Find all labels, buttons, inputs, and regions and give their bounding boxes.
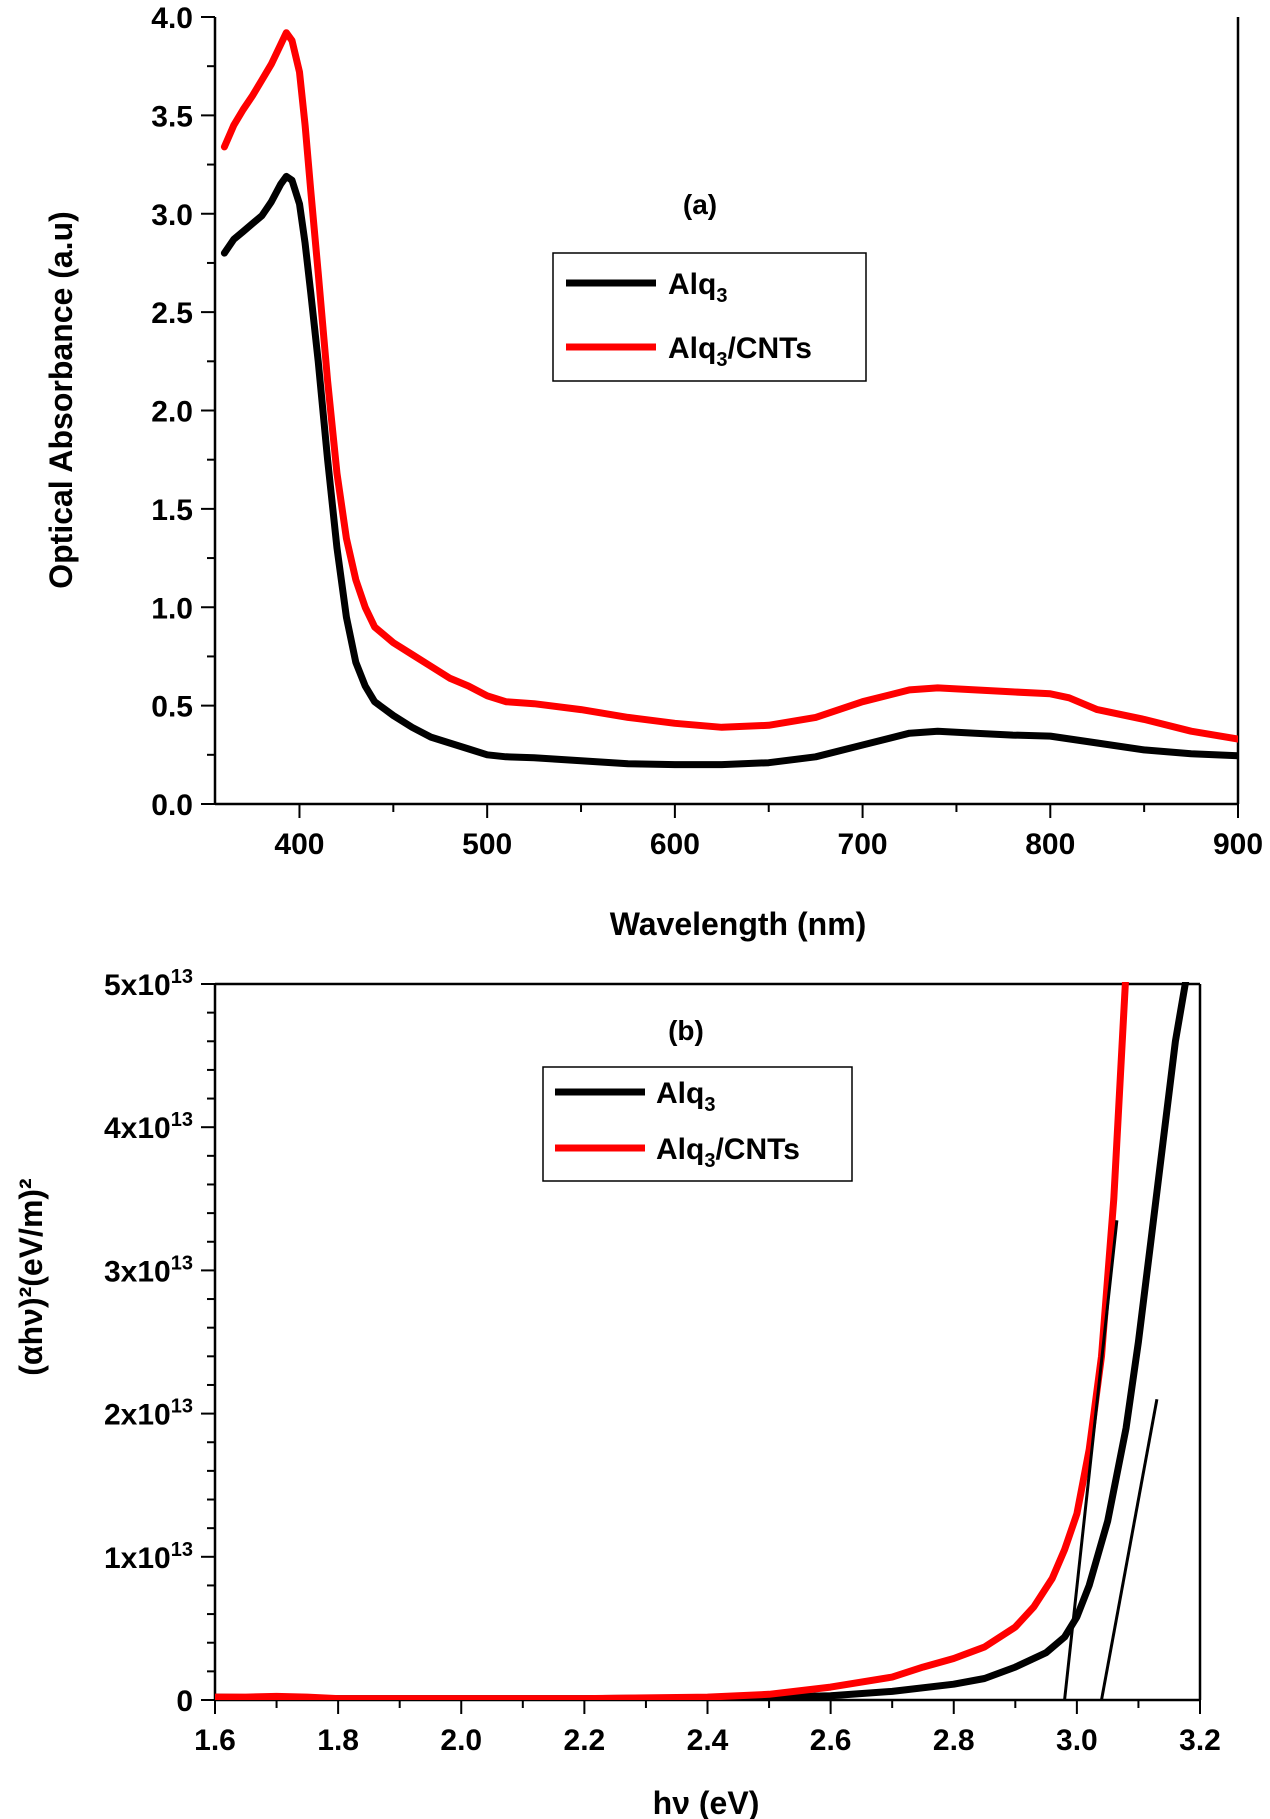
panel-a-legend: Alq3 Alq3/CNTs <box>552 252 867 382</box>
panel-a-y-tick-label: 2.0 <box>151 396 193 429</box>
panel-b-y-tick-label: 5x1013 <box>104 966 193 1002</box>
panel-b-y-tick-label: 3x1013 <box>104 1252 193 1288</box>
panel-a-series-alq3-cnts <box>220 29 1238 743</box>
panel-a-x-axis-title: Wavelength (nm) <box>610 906 867 942</box>
panel-b-fit-line-1 <box>1063 1220 1119 1701</box>
panel-a-x-tick-label: 500 <box>462 828 512 861</box>
panel-b-y-tick-label: 0 <box>176 1685 193 1718</box>
panel-a-y-tick-label: 4.0 <box>151 2 193 35</box>
panel-b-x-tick-label: 2.8 <box>933 1724 975 1757</box>
panel-b-legend-label-alq3: Alq3 <box>656 1077 715 1116</box>
panel-b-y-tick-label: 2x1013 <box>104 1396 193 1432</box>
panel-b-y-axis-title: (αhν)²(eV/m)² <box>13 1178 49 1375</box>
panel-a-y-tick-label: 3.5 <box>151 100 193 133</box>
panel-b-fit-line-2 <box>1100 1399 1159 1701</box>
panel-b-x-tick-label: 1.8 <box>317 1724 359 1757</box>
panel-a-label: (a) <box>683 189 717 220</box>
panel-b-y-tick-label: 4x1013 <box>104 1109 193 1145</box>
panel-b-label: (b) <box>668 1015 704 1046</box>
panel-a-y-tick-label: 3.0 <box>151 199 193 232</box>
panel-b-legend-box <box>542 1066 853 1182</box>
panel-a-y-tick-label: 1.0 <box>151 592 193 625</box>
panel-a-x-tick-label: 700 <box>838 828 888 861</box>
panel-a-legend-label-alq3: Alq3 <box>668 268 727 307</box>
panel-a-x-tick-label: 900 <box>1213 828 1263 861</box>
panel-a-y-axis-title: Optical Absorbance (a.u) <box>43 211 79 589</box>
panel-a-series-alq3 <box>220 172 1238 769</box>
panel-a-y-tick-label: 0.5 <box>151 691 193 724</box>
panel-b-x-axis-title: hν (eV) <box>653 1785 760 1819</box>
panel-b-series-alq3-cnts <box>215 982 1129 1700</box>
panel-b-y-tick-label: 1x1013 <box>104 1539 193 1575</box>
panel-a-y-tick-label: 0.0 <box>151 789 193 822</box>
panel-a-legend-label-alq3-cnts: Alq3/CNTs <box>668 332 812 371</box>
panel-a-y-tick-label: 2.5 <box>151 297 193 330</box>
panel-b-tauc-plot: (b) hν (eV) (αhν)²(eV/m)² 1.6 1.8 2.0 2.2 2.… <box>13 966 1221 1819</box>
panel-a-y-tick-label: 1.5 <box>151 494 193 527</box>
panel-a-x-tick-label: 600 <box>650 828 700 861</box>
panel-b-x-tick-label: 2.6 <box>810 1724 852 1757</box>
panel-a-x-tick-label: 400 <box>274 828 324 861</box>
panel-b-legend: Alq3 Alq3/CNTs <box>542 1066 853 1182</box>
panel-a-x-tick-label: 800 <box>1025 828 1075 861</box>
panel-b-x-tick-label: 3.0 <box>1056 1724 1098 1757</box>
panel-b-legend-label-alq3-cnts: Alq3/CNTs <box>656 1133 800 1172</box>
panel-b-x-tick-label: 3.2 <box>1179 1724 1221 1757</box>
panel-a-legend-box <box>552 252 867 382</box>
panel-b-x-tick-label: 1.6 <box>194 1724 236 1757</box>
panel-b-x-tick-label: 2.4 <box>687 1724 729 1757</box>
panel-a-absorbance-chart: (a) Wavelength (nm) Optical Absorbance (… <box>43 2 1263 942</box>
panel-b-x-tick-label: 2.2 <box>564 1724 606 1757</box>
panel-b-x-tick-label: 2.0 <box>440 1724 482 1757</box>
